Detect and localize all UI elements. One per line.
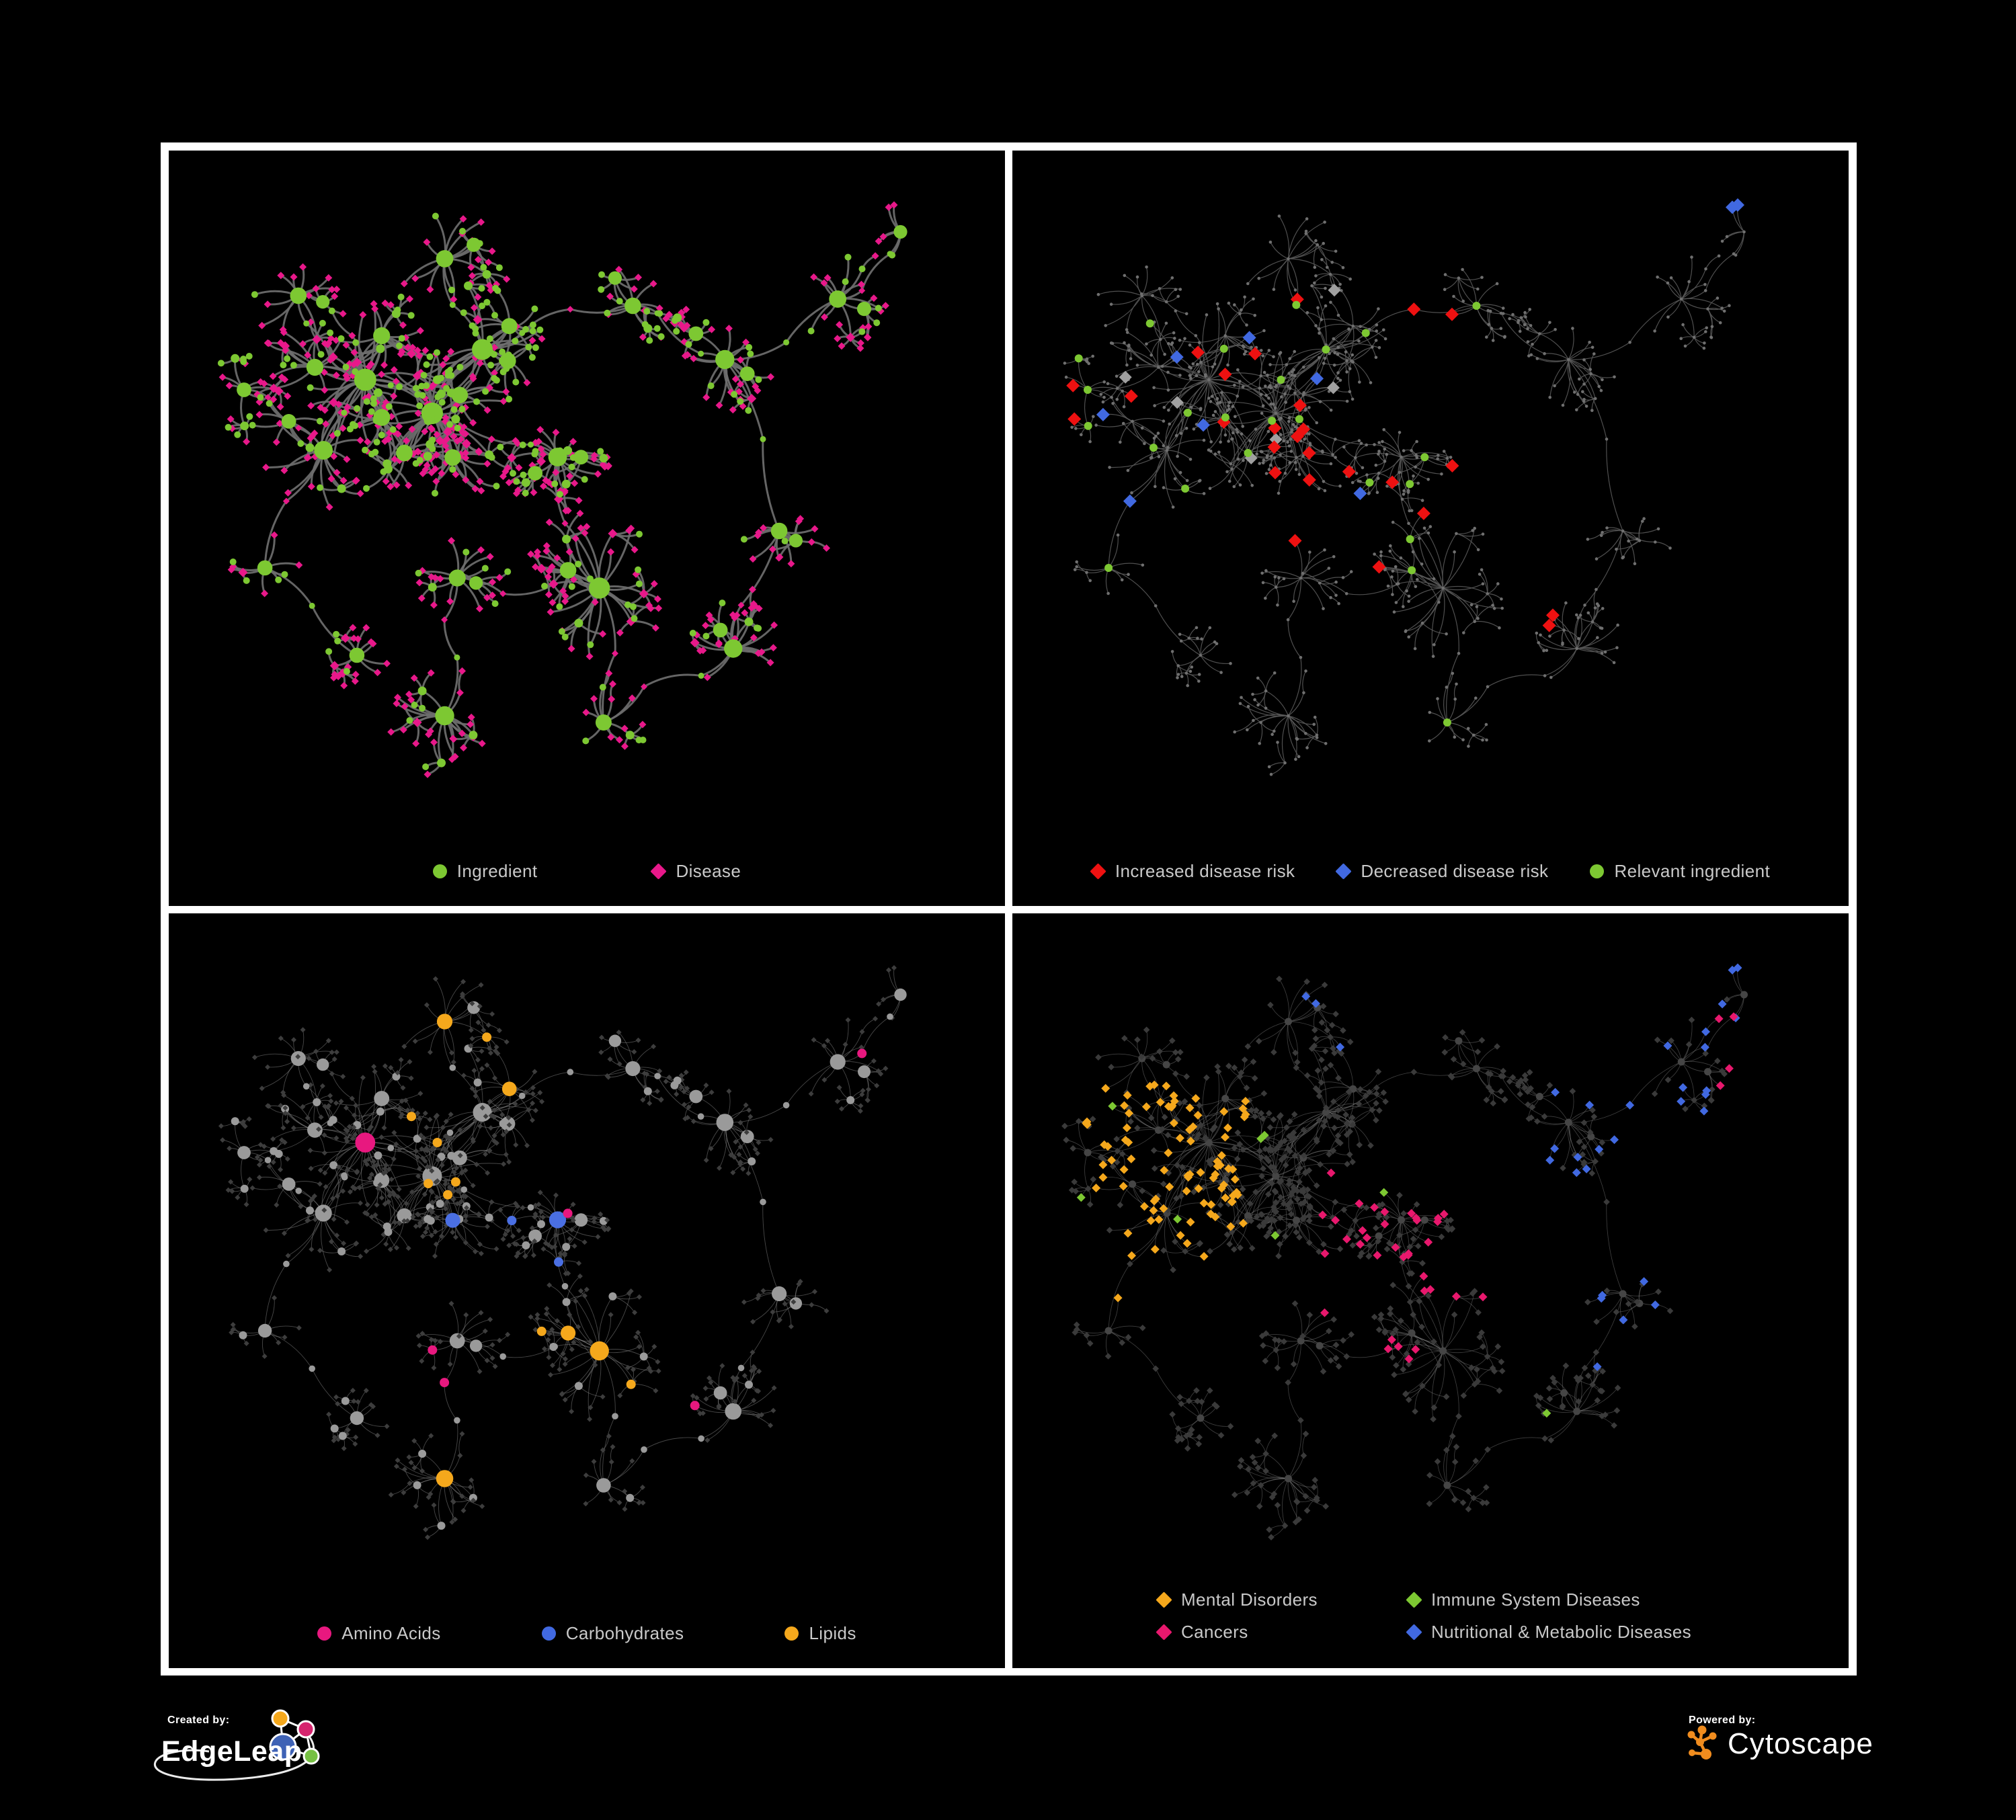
legend-item-relevant-ingredient: Relevant ingredient <box>1590 861 1770 882</box>
cytoscape-wordmark: Cytoscape <box>1728 1727 1873 1760</box>
legend-label: Decreased disease risk <box>1361 861 1549 881</box>
cytoscape-logo-row: Cytoscape <box>1685 1725 1873 1764</box>
edgeleap-logo-icon <box>153 1709 320 1781</box>
legend-item-amino-acids: Amino Acids <box>317 1623 440 1644</box>
legend-item-carbohydrates: Carbohydrates <box>541 1623 684 1644</box>
amino-acids-marker-icon <box>317 1626 332 1641</box>
legend-disease-classes: Mental Disorders Immune System Diseases … <box>1156 1589 1692 1643</box>
network-graph-disease-classes <box>1061 963 1748 1540</box>
legend-item-decreased-risk: Decreased disease risk <box>1335 861 1549 882</box>
network-graph-nutrient-classes <box>218 965 907 1540</box>
legend-label: Amino Acids <box>341 1623 441 1643</box>
legend-nutrient-classes: Amino Acids Carbohydrates Lipids <box>169 1623 1005 1644</box>
legend-item-lipids: Lipids <box>784 1623 856 1644</box>
legend-label: Increased disease risk <box>1115 861 1295 881</box>
legend-label: Nutritional & Metabolic Diseases <box>1431 1622 1692 1642</box>
panel-ingredient-disease-network: Ingredient Disease <box>169 151 1005 906</box>
nutritional-diseases-marker-icon <box>1406 1624 1422 1641</box>
panel-nutrient-class-network: Amino Acids Carbohydrates Lipids <box>169 913 1005 1668</box>
increased-risk-marker-icon <box>1090 863 1106 880</box>
decreased-risk-marker-icon <box>1335 863 1353 880</box>
legend-label: Relevant ingredient <box>1614 861 1771 881</box>
network-graph-ingredient-disease <box>217 201 908 778</box>
cancers-marker-icon <box>1156 1624 1172 1641</box>
legend-disease-risk: Increased disease risk Decreased disease… <box>1012 861 1849 882</box>
panel-disease-class-network: Mental Disorders Immune System Diseases … <box>1012 913 1849 1668</box>
legend-label: Cancers <box>1181 1622 1248 1642</box>
mental-disorders-marker-icon <box>1156 1591 1172 1608</box>
legend-item-ingredient: Ingredient <box>432 861 538 882</box>
legend-item-mental-disorders: Mental Disorders <box>1156 1589 1407 1610</box>
edgeleap-wordmark: EdgeLeap <box>161 1735 303 1768</box>
cytoscape-logo-icon <box>1687 1725 1717 1760</box>
panel-grid: Ingredient Disease Increased disease ris… <box>161 142 1857 1676</box>
ingredient-marker-icon <box>432 864 447 878</box>
lipids-marker-icon <box>784 1626 799 1641</box>
created-by-label: Created by: <box>167 1714 230 1726</box>
legend-label: Disease <box>676 861 741 881</box>
legend-item-disease: Disease <box>650 861 741 882</box>
immune-diseases-marker-icon <box>1406 1591 1422 1608</box>
legend-label: Mental Disorders <box>1181 1589 1318 1610</box>
legend-item-nutritional-metabolic-diseases: Nutritional & Metabolic Diseases <box>1406 1622 1692 1643</box>
legend-label: Ingredient <box>456 861 538 881</box>
legend-item-immune-system-diseases: Immune System Diseases <box>1406 1589 1691 1610</box>
network-graph-disease-risk <box>1063 198 1746 776</box>
legend-ingredient-disease: Ingredient Disease <box>169 861 1005 882</box>
disease-marker-icon <box>650 863 668 880</box>
panel-disease-risk-network: Increased disease risk Decreased disease… <box>1012 151 1849 906</box>
relevant-ingredient-marker-icon <box>1590 864 1605 878</box>
legend-label: Immune System Diseases <box>1431 1589 1640 1610</box>
legend-label: Carbohydrates <box>565 1623 684 1643</box>
powered-by-label: Powered by: <box>1689 1714 1756 1726</box>
legend-label: Lipids <box>809 1623 856 1643</box>
legend-item-increased-risk: Increased disease risk <box>1090 861 1295 882</box>
legend-item-cancers: Cancers <box>1156 1622 1407 1643</box>
carbohydrates-marker-icon <box>541 1626 556 1641</box>
